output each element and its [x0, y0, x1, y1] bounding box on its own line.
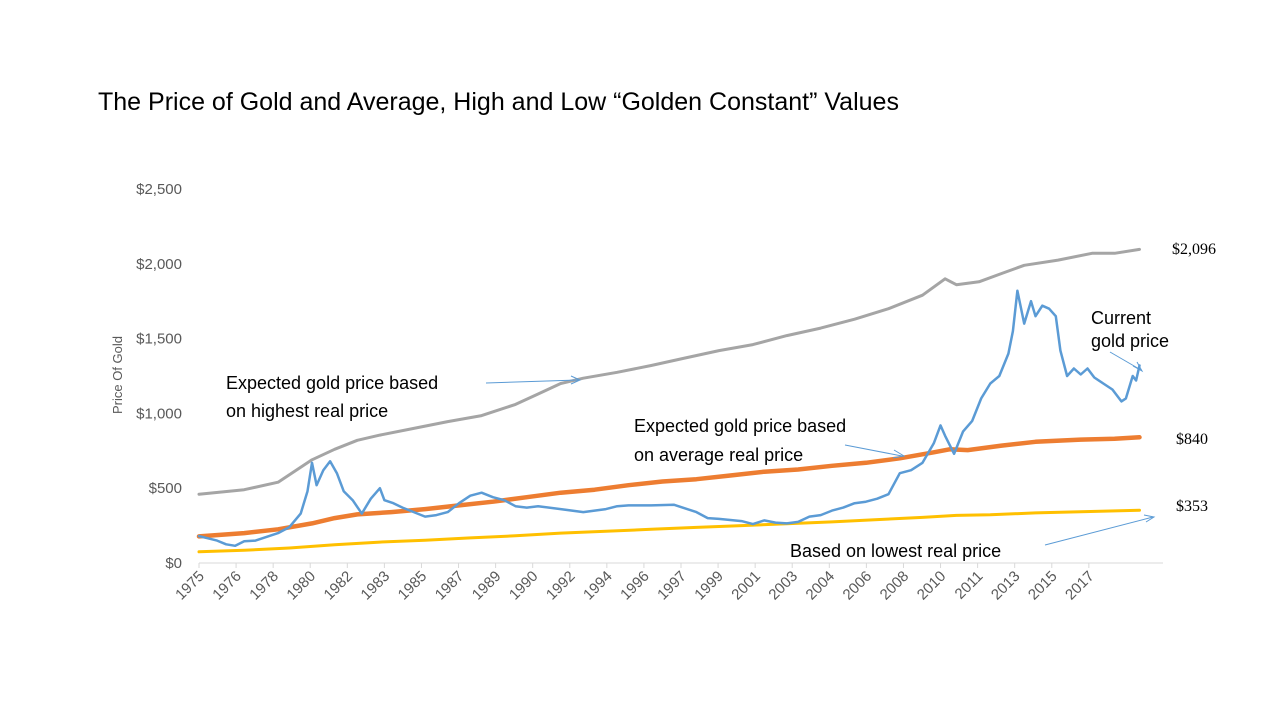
- y-tick-label: $1,500: [136, 331, 182, 348]
- arrow-lowest: [1044, 516, 1154, 546]
- x-tick-label: 1992: [543, 568, 579, 604]
- y-tick-label: $2,500: [136, 181, 182, 198]
- series-line: [196, 435, 1142, 539]
- series-line: [197, 289, 1141, 548]
- x-tick-label: 2001: [728, 568, 764, 604]
- x-tick-label: 2006: [840, 568, 876, 604]
- x-tick-label: 1983: [358, 568, 394, 604]
- x-tick-label: 1978: [246, 568, 282, 604]
- series-layer: [196, 247, 1142, 554]
- annotation-current-line1: Current: [1091, 308, 1151, 328]
- x-tick-label: 1982: [321, 568, 357, 604]
- annotation-arrows: [485, 351, 1156, 546]
- arrow-highest: [485, 379, 579, 384]
- y-tick-label: $2,000: [136, 256, 182, 273]
- annotation-average-line2: on average real price: [634, 445, 803, 465]
- x-tick-label: 1980: [283, 568, 319, 604]
- arrow-current: [1109, 351, 1142, 371]
- x-tick-label: 1990: [506, 568, 542, 604]
- y-tick-label: $0: [165, 555, 182, 572]
- end-label-high: $2,096: [1172, 241, 1216, 258]
- annotation-average-line1: Expected gold price based: [634, 416, 846, 436]
- x-tick-label: 2003: [765, 568, 801, 604]
- x-tick-label: 1999: [691, 568, 727, 604]
- x-tick-label: 2011: [952, 568, 987, 603]
- x-axis-ticks: 1975 1976 1978 1980 1982 1983 1985 1987 1989 1990…: [172, 563, 1098, 604]
- arrowhead-lowest: [1143, 514, 1156, 523]
- end-label-low: $353: [1176, 498, 1208, 515]
- x-tick-label: 2015: [1025, 568, 1061, 604]
- x-tick-label: 2004: [803, 568, 839, 604]
- series-line: [197, 508, 1141, 554]
- annotation-lowest: Based on lowest real price: [790, 541, 1001, 561]
- x-tick-label: 2010: [914, 568, 950, 604]
- x-tick-label: 1994: [580, 568, 616, 604]
- arrowhead-average: [892, 449, 906, 459]
- x-tick-label: 1976: [209, 568, 245, 604]
- x-tick-label: 1975: [172, 568, 208, 604]
- annotation-highest-line2: on highest real price: [226, 401, 388, 421]
- y-axis-ticks: $0 $500 $1,000 $1,500 $2,000 $2,500: [136, 181, 182, 572]
- x-tick-label: 2013: [988, 568, 1024, 604]
- x-tick-label: 1996: [617, 568, 653, 604]
- x-tick-label: 1989: [469, 568, 505, 604]
- y-tick-label: $1,000: [136, 405, 182, 422]
- chart-title: The Price of Gold and Average, High and …: [98, 88, 899, 116]
- series-line: [197, 247, 1141, 496]
- y-axis-label: Price Of Gold: [110, 336, 125, 414]
- x-tick-label: 2017: [1062, 568, 1098, 604]
- x-tick-label: 1985: [395, 568, 431, 604]
- x-tick-label: 1997: [654, 568, 690, 604]
- x-tick-label: 2008: [877, 568, 913, 604]
- arrowhead-highest: [570, 375, 582, 385]
- arrowhead-current: [1132, 361, 1144, 373]
- arrow-average: [844, 444, 903, 457]
- annotation-highest-line1: Expected gold price based: [226, 373, 438, 393]
- end-label-average: $840: [1176, 431, 1208, 448]
- x-tick-label: 1987: [432, 568, 468, 604]
- annotation-current-line2: gold price: [1091, 331, 1169, 351]
- y-tick-label: $500: [149, 480, 182, 497]
